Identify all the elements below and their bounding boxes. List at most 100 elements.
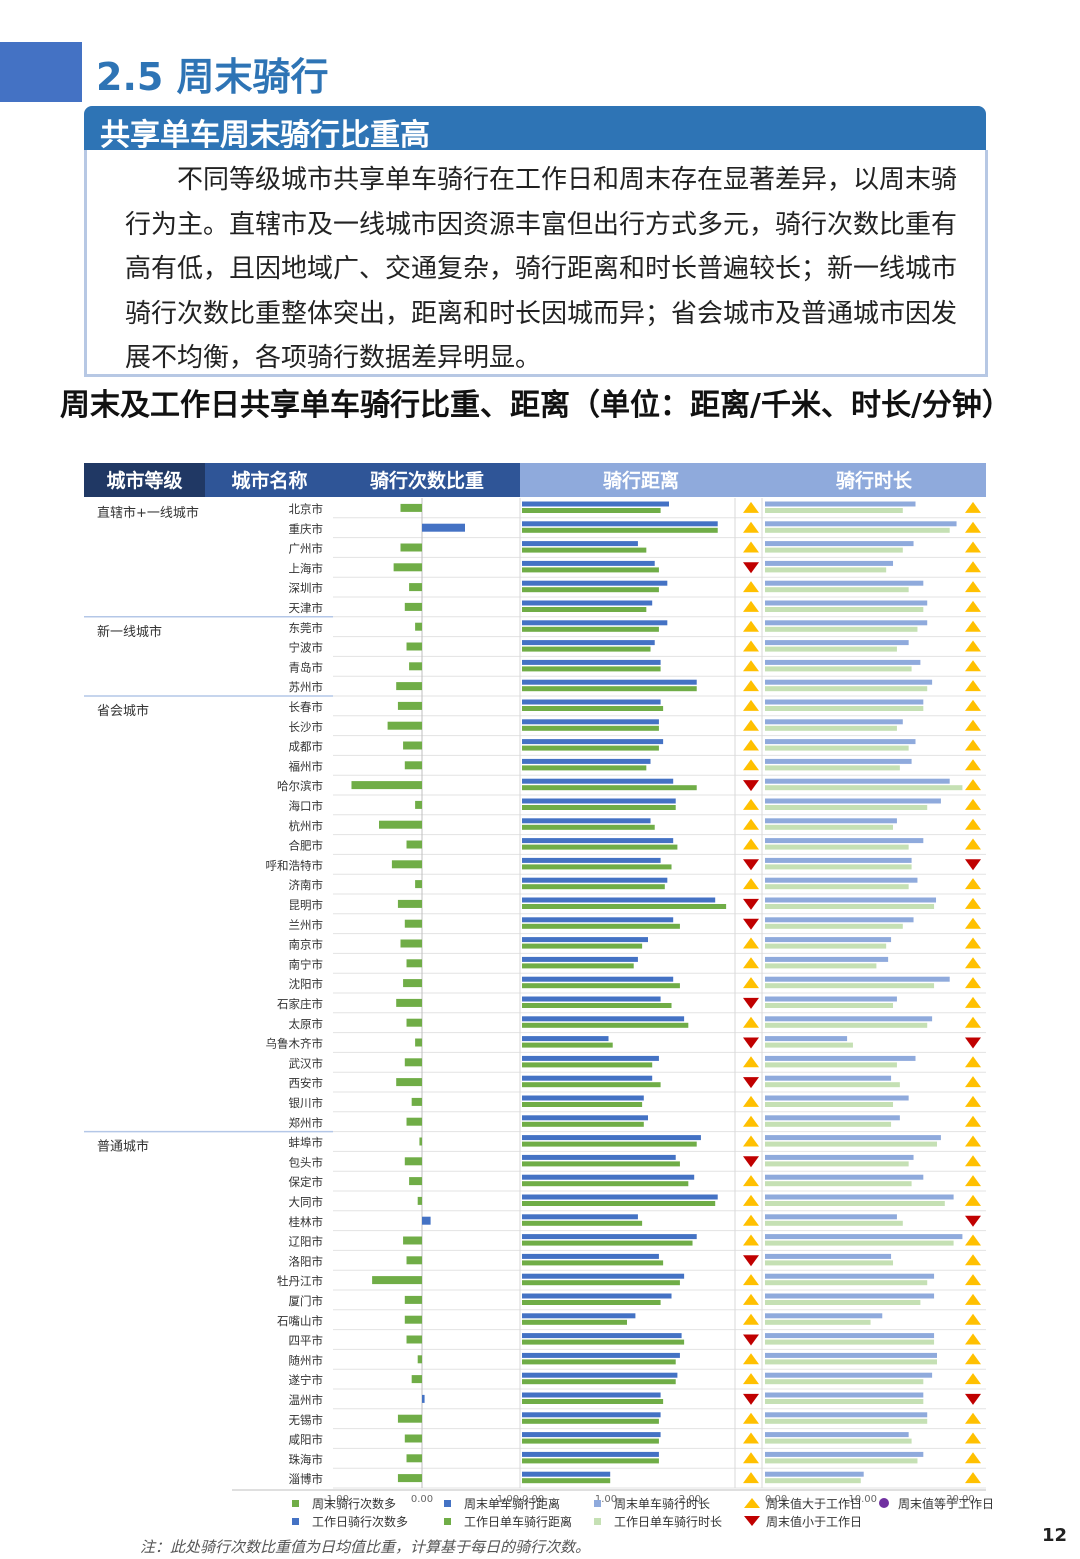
duration-bar-workday — [765, 943, 887, 949]
ratio-bar-weekend-more — [415, 1038, 422, 1047]
city-label: 合肥市 — [289, 839, 324, 853]
duration-bar-weekend — [765, 501, 916, 507]
duration-bar-workday — [765, 527, 950, 533]
column-header-2: 骑行次数比重 — [370, 469, 484, 492]
duration-bar-workday — [765, 745, 909, 751]
ratio-bar-weekend-more — [411, 1097, 422, 1106]
distance-compare-marker — [743, 898, 759, 910]
duration-compare-marker — [965, 1373, 981, 1385]
legend-label: 周末单车骑行距离 — [464, 1496, 560, 1511]
legend-label: 周末骑行次数多 — [312, 1496, 396, 1511]
distance-compare-marker — [743, 1095, 759, 1107]
distance-bar-workday — [522, 1280, 680, 1286]
legend-swatch — [444, 1500, 451, 1507]
distance-bar-weekend — [522, 917, 674, 923]
duration-bar-weekend — [765, 1352, 937, 1358]
distance-bar-workday — [522, 1339, 685, 1345]
duration-compare-marker — [965, 759, 981, 771]
distance-compare-marker — [743, 1353, 759, 1365]
legend-dot — [879, 1498, 889, 1508]
duration-compare-marker — [965, 1215, 981, 1227]
column-header-bg-2 — [334, 463, 520, 497]
distance-bar-workday — [522, 1359, 676, 1365]
distance-bar-workday — [522, 607, 647, 612]
duration-compare-marker — [965, 719, 981, 731]
city-label: 南宁市 — [289, 957, 324, 971]
duration-bar-workday — [765, 824, 894, 830]
ratio-bar-weekend-more — [415, 622, 422, 631]
distance-bar-workday — [522, 1141, 697, 1147]
distance-compare-marker — [743, 1175, 759, 1187]
duration-bar-workday — [765, 1399, 924, 1404]
distance-bar-workday — [522, 508, 661, 513]
duration-bar-workday — [765, 983, 935, 989]
city-label: 银川市 — [289, 1096, 324, 1110]
distance-bar-weekend — [522, 1036, 609, 1042]
ratio-bar-weekend-more — [404, 919, 422, 928]
city-label: 无锡市 — [289, 1413, 324, 1427]
ratio-tick-label: -1.00 — [323, 1494, 349, 1505]
column-header-1: 城市名称 — [231, 469, 307, 492]
legend-triangle-up — [744, 1498, 760, 1508]
city-label: 桂林市 — [289, 1215, 324, 1229]
duration-bar-weekend — [765, 917, 914, 923]
duration-compare-marker — [965, 541, 981, 553]
duration-bar-weekend — [765, 679, 933, 685]
duration-bar-workday — [765, 567, 887, 573]
duration-compare-marker — [965, 996, 981, 1008]
distance-bar-weekend — [522, 1075, 653, 1081]
distance-bar-workday — [522, 1121, 644, 1127]
duration-bar-workday — [765, 626, 918, 632]
distance-bar-weekend — [522, 956, 638, 962]
city-label: 石嘴山市 — [277, 1314, 323, 1328]
intro-box: 不同等级城市共享单车骑行在工作日和周末存在显著差异，以周末骑行为主。直辖市及一线… — [84, 150, 988, 377]
duration-bar-workday — [765, 1082, 900, 1088]
duration-bar-weekend — [765, 857, 912, 863]
distance-bar-weekend — [522, 620, 668, 626]
duration-compare-marker — [965, 501, 981, 513]
duration-bar-workday — [765, 765, 900, 771]
duration-compare-marker — [965, 680, 981, 692]
ratio-bar-weekend-more — [406, 1454, 422, 1463]
city-label: 东莞市 — [289, 621, 324, 635]
column-header-bg-3 — [520, 463, 762, 497]
duration-bar-workday — [765, 1339, 935, 1345]
ratio-bar-weekend-more — [391, 860, 422, 869]
distance-bar-workday — [522, 1319, 627, 1325]
duration-compare-marker — [965, 1095, 981, 1107]
duration-bar-workday — [765, 587, 909, 593]
duration-compare-marker — [965, 1056, 981, 1068]
city-label: 天津市 — [289, 601, 324, 615]
duration-compare-marker — [965, 818, 981, 830]
ratio-bar-weekend-more — [396, 682, 422, 691]
duration-compare-marker — [965, 1016, 981, 1028]
section-accent-bar — [0, 42, 82, 102]
duration-compare-marker — [965, 1432, 981, 1444]
duration-bar-weekend — [765, 838, 924, 844]
duration-bar-weekend — [765, 1016, 933, 1022]
distance-bar-weekend — [522, 996, 661, 1002]
duration-bar-workday — [765, 1201, 945, 1206]
distance-bar-weekend — [522, 857, 661, 863]
column-header-3: 骑行距离 — [603, 469, 679, 492]
duration-compare-marker — [965, 600, 981, 612]
duration-compare-marker — [965, 917, 981, 929]
legend-swatch — [594, 1500, 601, 1507]
duration-bar-weekend — [765, 659, 921, 665]
duration-bar-workday — [765, 1319, 871, 1325]
duration-compare-marker — [965, 1175, 981, 1187]
distance-bar-workday — [522, 725, 659, 731]
distance-bar-workday — [522, 1379, 676, 1385]
distance-bar-workday — [522, 765, 647, 771]
duration-compare-marker — [965, 1393, 981, 1405]
ratio-bar-weekend-more — [409, 583, 422, 592]
distance-bar-weekend — [522, 501, 669, 507]
distance-compare-marker — [743, 780, 759, 792]
distance-compare-marker — [743, 1255, 759, 1267]
legend-label: 周末值大于工作日 — [766, 1496, 862, 1511]
ratio-bar-weekend-more — [409, 662, 422, 671]
distance-bar-workday — [522, 1042, 613, 1048]
duration-bar-workday — [765, 1042, 853, 1048]
duration-bar-workday — [765, 1418, 928, 1424]
ratio-bar-weekend-more — [404, 1315, 422, 1324]
